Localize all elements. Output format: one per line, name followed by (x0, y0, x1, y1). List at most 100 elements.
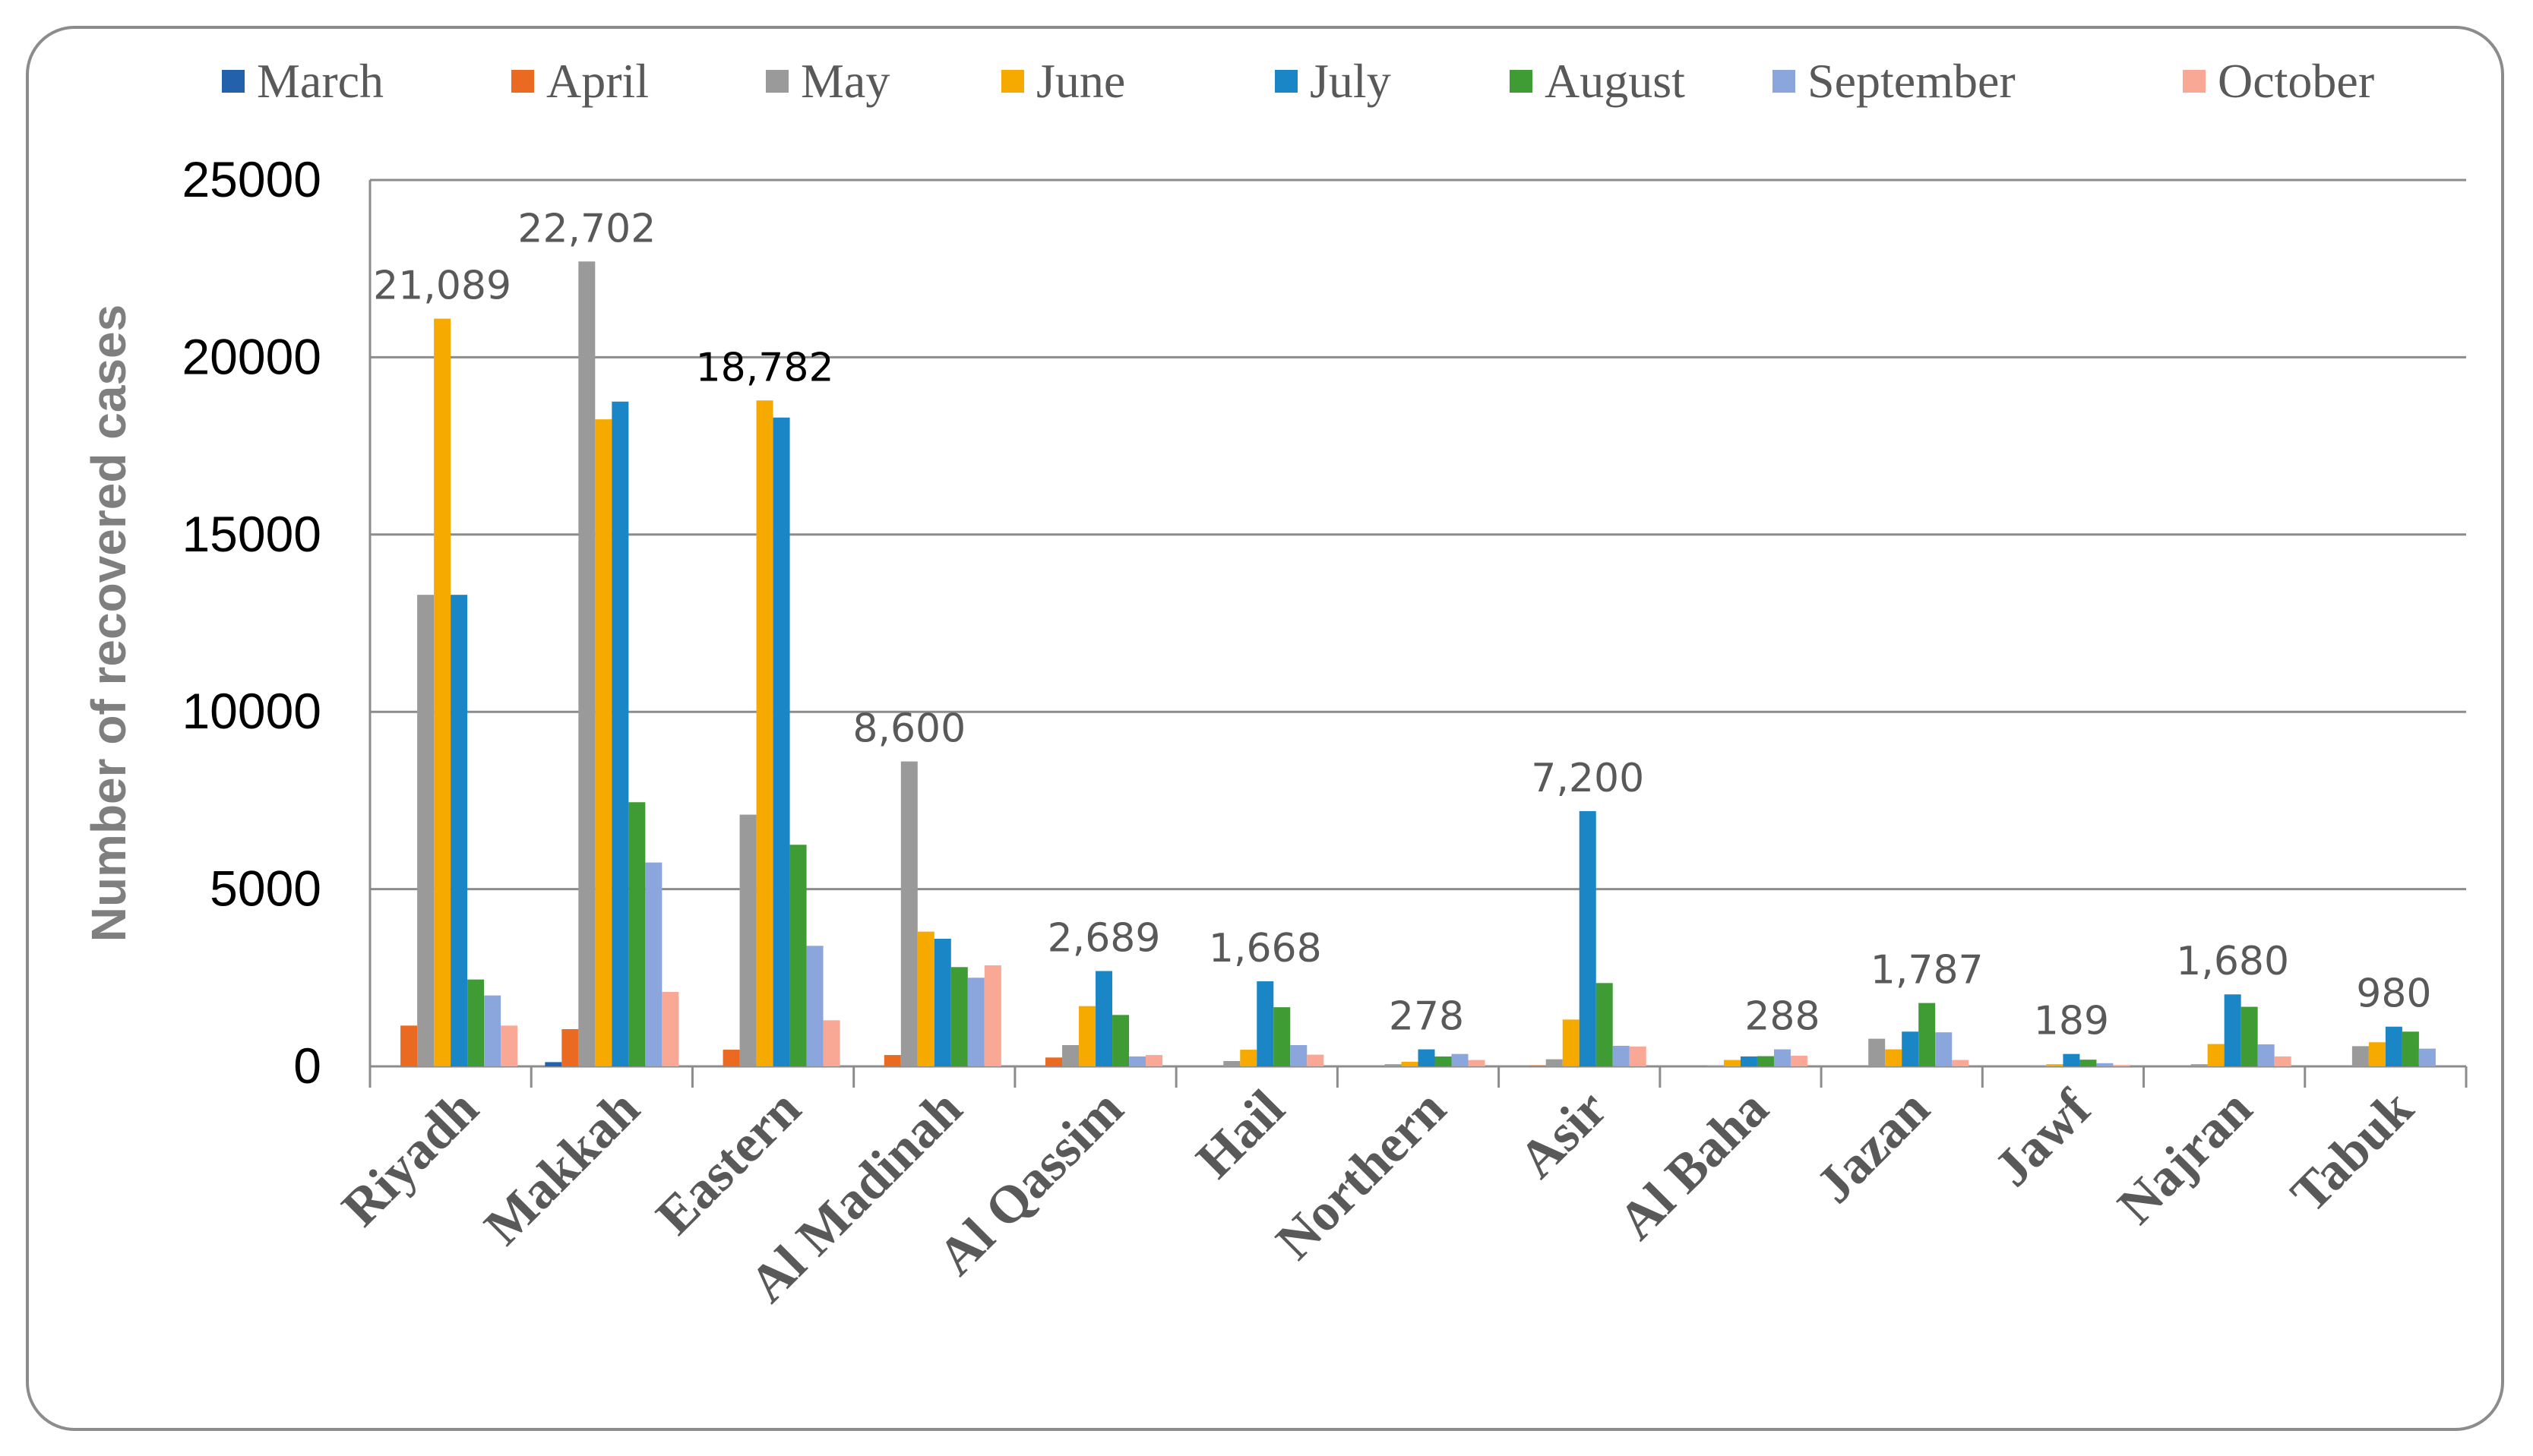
data-label: 1,668 (1209, 926, 1322, 971)
x-category-label: Jazan (1805, 1079, 1940, 1214)
bar-september-tabuk (2418, 1048, 2436, 1066)
data-label: 2,689 (1048, 915, 1161, 961)
bar-august-asir (1595, 983, 1613, 1066)
bar-august-jawf (2079, 1060, 2097, 1066)
bar-may-tabuk (2351, 1046, 2369, 1066)
bar-april-riyadh (400, 1025, 418, 1066)
bar-march-makkah (545, 1062, 562, 1066)
bar-august-tabuk (2402, 1031, 2419, 1066)
bar-may-asir (1545, 1059, 1563, 1066)
bar-august-al-qassim (1112, 1015, 1130, 1066)
bar-may-riyadh (417, 595, 435, 1066)
data-label: 189 (2034, 999, 2109, 1044)
bar-april-eastern (723, 1050, 740, 1066)
bar-june-makkah (595, 419, 612, 1066)
bar-october-jawf (2113, 1065, 2130, 1066)
bar-august-makkah (628, 802, 646, 1066)
bar-june-al-baha (1723, 1060, 1741, 1066)
bar-june-eastern (756, 400, 773, 1066)
legend-swatch-may (766, 70, 789, 93)
bar-july-asir (1579, 810, 1596, 1066)
bar-may-makkah (578, 261, 596, 1066)
bar-june-northern (1401, 1061, 1418, 1066)
data-label: 18,782 (696, 345, 834, 390)
legend-swatch-september (1772, 70, 1795, 93)
x-category-label: Al Baha (1608, 1079, 1779, 1251)
y-tick-label: 20000 (182, 328, 321, 384)
x-category-label: Tabuk (2280, 1079, 2424, 1224)
y-tick-label: 5000 (210, 861, 321, 917)
bar-july-al-madinah (934, 938, 951, 1066)
bar-july-najran (2224, 994, 2241, 1066)
legend-label-october: October (2218, 54, 2374, 108)
bar-september-northern (1451, 1053, 1469, 1066)
data-label: 22,702 (517, 206, 656, 251)
bar-august-al-madinah (950, 967, 968, 1066)
bar-october-jazan (1952, 1060, 1969, 1066)
bar-april-al-madinah (884, 1055, 901, 1066)
data-label: 278 (1389, 994, 1464, 1040)
bar-august-hail (1273, 1007, 1291, 1066)
bar-september-al-madinah (967, 978, 985, 1066)
bar-october-najran (2274, 1056, 2291, 1066)
bar-july-northern (1418, 1049, 1435, 1066)
bar-june-al-madinah (917, 931, 934, 1066)
legend-label-april: April (546, 54, 649, 108)
bar-september-jazan (1935, 1032, 1953, 1066)
bar-may-al-qassim (1062, 1044, 1080, 1066)
bar-september-al-baha (1773, 1049, 1791, 1066)
bar-august-eastern (789, 845, 807, 1066)
bar-may-al-madinah (900, 761, 918, 1066)
legend-swatch-march (222, 70, 245, 93)
x-category-label: Riyadh (331, 1079, 490, 1238)
bar-may-hail (1223, 1060, 1241, 1066)
y-tick-label: 15000 (182, 506, 321, 562)
bar-may-eastern (739, 814, 757, 1066)
legend-label-september: September (1807, 54, 2016, 108)
x-category-label: Eastern (645, 1079, 811, 1246)
legend-label-march: March (257, 54, 384, 108)
bar-october-northern (1468, 1060, 1485, 1066)
bar-july-jawf (2063, 1053, 2080, 1066)
y-tick-label: 0 (293, 1038, 321, 1094)
bar-august-jazan (1918, 1003, 1936, 1066)
bar-july-al-baha (1740, 1056, 1757, 1066)
bar-may-najran (2190, 1064, 2208, 1066)
legend-label-may: May (801, 54, 890, 108)
bar-july-al-qassim (1096, 971, 1113, 1066)
bar-september-najran (2257, 1044, 2275, 1066)
bar-may-northern (1384, 1064, 1402, 1066)
legend-swatch-august (1510, 70, 1532, 93)
bar-june-najran (2207, 1044, 2225, 1066)
bar-june-jawf (2046, 1064, 2063, 1066)
data-label: 21,089 (373, 264, 511, 309)
y-tick-label: 25000 (182, 151, 321, 207)
legend-swatch-october (2183, 70, 2206, 93)
x-category-label: Najran (2107, 1079, 2263, 1236)
x-category-label: Hail (1185, 1079, 1295, 1189)
bar-april-makkah (561, 1028, 579, 1066)
bar-june-riyadh (434, 318, 451, 1066)
legend-swatch-april (511, 70, 534, 93)
legend-label-july: July (1310, 54, 1391, 108)
data-label: 1,787 (1870, 948, 1984, 993)
bar-october-riyadh (501, 1025, 518, 1066)
bar-june-al-qassim (1079, 1006, 1096, 1066)
bar-september-al-qassim (1129, 1056, 1146, 1066)
legend-swatch-june (1001, 70, 1024, 93)
bar-july-riyadh (451, 595, 468, 1066)
bar-june-asir (1562, 1019, 1580, 1066)
bar-october-hail (1307, 1054, 1324, 1066)
bar-july-tabuk (2385, 1026, 2402, 1066)
bar-october-al-qassim (1146, 1055, 1163, 1066)
bar-september-riyadh (484, 995, 501, 1066)
data-label: 288 (1744, 994, 1820, 1040)
bar-august-al-baha (1757, 1056, 1774, 1066)
data-label: 7,200 (1531, 756, 1644, 801)
bar-june-jazan (1885, 1049, 1902, 1066)
data-label: 1,680 (2176, 939, 2289, 984)
legend-label-june: June (1036, 54, 1125, 108)
bar-september-hail (1290, 1044, 1308, 1066)
x-category-label: Jawf (1984, 1079, 2103, 1198)
